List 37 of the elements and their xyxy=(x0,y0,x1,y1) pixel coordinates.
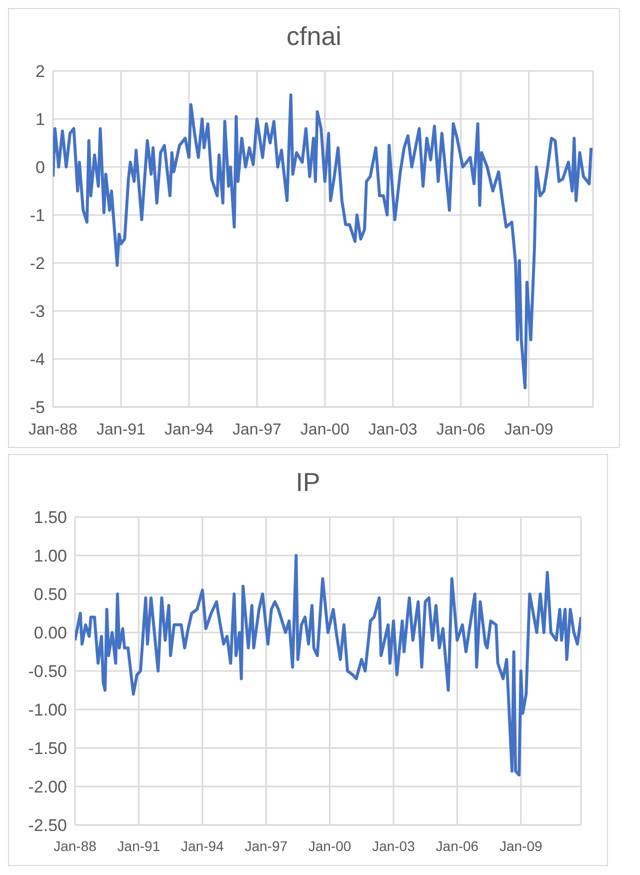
x-tick-label: Jan-91 xyxy=(96,421,146,438)
x-tick-label: Jan-09 xyxy=(504,421,554,438)
x-tick-label: Jan-94 xyxy=(181,838,224,854)
x-tick-label: Jan-03 xyxy=(372,838,416,854)
y-tick-label: -2 xyxy=(30,254,45,274)
y-tick-label: -5 xyxy=(30,398,45,418)
y-tick-label: -1.50 xyxy=(28,739,67,758)
chart-title: cfnai xyxy=(286,20,342,53)
y-tick-label: -1 xyxy=(30,206,45,226)
y-tick-label: 0.50 xyxy=(34,585,67,604)
y-tick-label: 0 xyxy=(36,158,45,178)
x-tick-label: Jan-91 xyxy=(117,838,160,854)
x-tick-label: Jan-00 xyxy=(308,838,352,854)
x-tick-label: Jan-94 xyxy=(164,421,214,438)
y-tick-label: -1.00 xyxy=(28,700,67,720)
y-tick-label: 0.00 xyxy=(34,624,67,643)
y-tick-label: 1.00 xyxy=(34,546,67,566)
y-tick-label: -3 xyxy=(30,302,45,322)
y-tick-label: -4 xyxy=(30,350,45,370)
y-tick-label: -2.50 xyxy=(28,816,67,836)
x-tick-label: Jan-03 xyxy=(368,421,418,438)
x-tick-label: Jan-88 xyxy=(54,838,97,854)
y-tick-label: -2.00 xyxy=(28,778,67,797)
x-tick-label: Jan-06 xyxy=(436,421,486,438)
y-tick-label: 1.50 xyxy=(34,508,67,528)
y-tick-label: 1 xyxy=(36,110,45,130)
x-tick-label: Jan-88 xyxy=(28,421,78,438)
line-series xyxy=(53,94,593,390)
line-series xyxy=(75,554,581,776)
x-tick-label: Jan-06 xyxy=(436,838,479,854)
y-tick-label: 2 xyxy=(36,62,45,82)
x-tick-label: Jan-97 xyxy=(244,838,288,854)
y-tick-label: -0.50 xyxy=(28,662,67,682)
x-tick-label: Jan-97 xyxy=(232,421,282,438)
chart-title: IP xyxy=(294,466,322,499)
x-tick-label: Jan-00 xyxy=(300,421,350,438)
x-tick-label: Jan-09 xyxy=(499,838,543,854)
